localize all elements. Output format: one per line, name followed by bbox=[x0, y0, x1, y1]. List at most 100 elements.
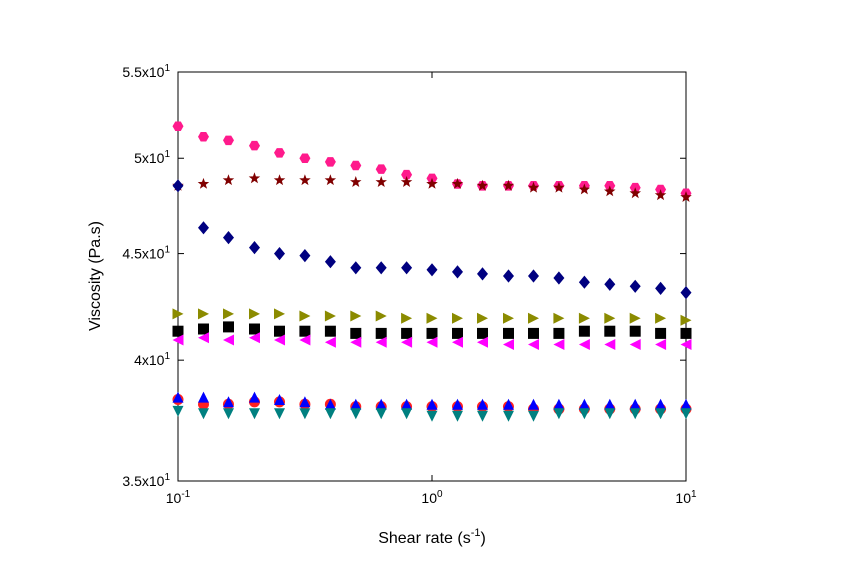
data-point bbox=[375, 398, 387, 410]
data-point bbox=[528, 327, 539, 339]
x-tick-label: 10-1 bbox=[166, 489, 191, 506]
data-point bbox=[222, 174, 235, 186]
data-point bbox=[249, 140, 260, 151]
data-point bbox=[528, 312, 539, 324]
data-point bbox=[274, 308, 285, 320]
data-point bbox=[172, 179, 184, 193]
data-point bbox=[172, 391, 184, 403]
data-point bbox=[604, 408, 616, 420]
data-point bbox=[274, 325, 285, 337]
tick-label-sup: -1 bbox=[181, 489, 190, 500]
data-point bbox=[452, 410, 463, 422]
tick-label-base: 3.5x10 bbox=[122, 473, 164, 489]
data-point bbox=[350, 327, 362, 339]
y-tick-label: 4.5x101 bbox=[122, 245, 170, 262]
data-point bbox=[528, 410, 539, 422]
x-axis-label-sup: -1 bbox=[471, 527, 481, 539]
y-tick-label: 4x101 bbox=[134, 351, 170, 368]
data-point bbox=[629, 279, 641, 293]
data-point bbox=[375, 327, 387, 339]
data-point bbox=[629, 312, 641, 324]
data-point bbox=[299, 310, 311, 322]
y-axis-label: Viscosity (Pa.s) bbox=[87, 221, 104, 331]
data-point bbox=[426, 398, 438, 410]
data-point bbox=[324, 336, 336, 348]
data-point bbox=[223, 135, 234, 146]
data-point bbox=[299, 249, 311, 263]
data-point bbox=[401, 261, 413, 275]
data-point bbox=[553, 398, 565, 410]
data-point bbox=[452, 265, 463, 279]
data-point bbox=[426, 327, 438, 339]
data-point bbox=[553, 408, 565, 420]
data-point bbox=[375, 336, 387, 348]
data-point bbox=[223, 308, 234, 320]
data-point bbox=[604, 339, 616, 350]
data-point bbox=[172, 405, 184, 417]
data-point bbox=[274, 148, 285, 158]
data-point bbox=[629, 339, 641, 350]
data-point bbox=[528, 339, 539, 350]
data-point bbox=[401, 169, 413, 180]
data-point bbox=[172, 308, 184, 320]
data-point bbox=[477, 410, 488, 422]
data-point bbox=[452, 312, 463, 324]
data-point bbox=[401, 327, 413, 339]
tick-label-base: 4.5x10 bbox=[122, 246, 164, 262]
data-point bbox=[172, 121, 184, 131]
data-point bbox=[249, 332, 260, 344]
data-point bbox=[655, 339, 667, 350]
data-point bbox=[249, 241, 260, 255]
data-point bbox=[249, 408, 260, 420]
data-point bbox=[198, 332, 209, 344]
data-point bbox=[655, 281, 667, 295]
tick-label-sup: 1 bbox=[691, 489, 697, 500]
data-point bbox=[680, 286, 692, 300]
data-point bbox=[629, 398, 641, 410]
data-point bbox=[578, 275, 590, 289]
data-point bbox=[198, 308, 209, 320]
data-point bbox=[553, 339, 565, 350]
data-point bbox=[654, 189, 667, 201]
data-point bbox=[375, 164, 387, 174]
data-point bbox=[375, 310, 387, 322]
x-tick-label: 100 bbox=[421, 489, 443, 506]
data-point bbox=[274, 334, 285, 346]
data-point bbox=[629, 408, 641, 420]
data-point bbox=[578, 398, 590, 410]
data-point bbox=[198, 323, 209, 335]
data-point bbox=[477, 327, 488, 339]
data-point bbox=[680, 191, 692, 202]
data-point bbox=[273, 174, 286, 186]
data-point bbox=[172, 325, 184, 337]
data-point bbox=[426, 263, 438, 277]
data-point bbox=[249, 323, 260, 335]
data-point bbox=[426, 177, 438, 189]
data-point bbox=[223, 231, 234, 245]
data-point bbox=[553, 327, 565, 339]
data-point bbox=[426, 312, 438, 324]
data-point bbox=[223, 396, 234, 408]
data-point bbox=[324, 255, 336, 269]
data-point bbox=[553, 271, 565, 285]
data-point bbox=[578, 325, 590, 337]
data-point bbox=[578, 183, 591, 195]
data-point bbox=[655, 398, 667, 410]
data-point bbox=[680, 408, 692, 420]
tick-label-sup: 1 bbox=[164, 351, 170, 362]
data-point bbox=[172, 334, 184, 346]
data-point bbox=[503, 327, 514, 339]
data-point bbox=[350, 336, 362, 348]
data-point bbox=[350, 408, 362, 420]
data-point bbox=[528, 398, 539, 410]
tick-label-base: 5x10 bbox=[134, 150, 165, 166]
tick-label-sup: 1 bbox=[164, 149, 170, 160]
data-point bbox=[375, 261, 387, 275]
data-point bbox=[452, 336, 463, 348]
data-point bbox=[503, 339, 514, 350]
data-point bbox=[604, 185, 616, 197]
data-point bbox=[655, 408, 667, 420]
data-point bbox=[299, 174, 311, 186]
data-point bbox=[401, 398, 413, 410]
tick-label-base: 10 bbox=[675, 490, 691, 506]
